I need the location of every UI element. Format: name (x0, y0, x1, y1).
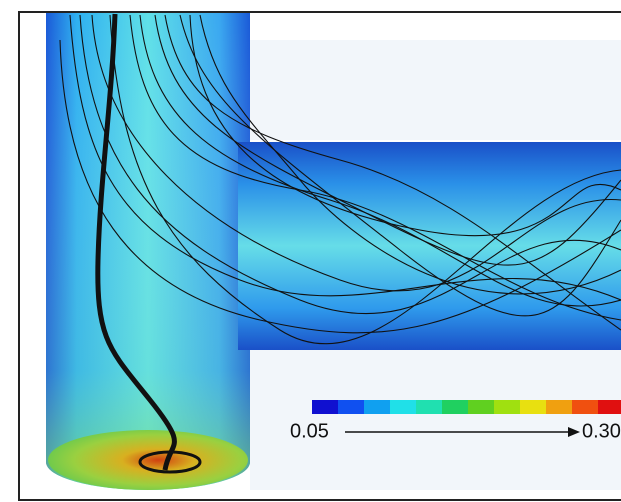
vortex-base (138, 450, 202, 474)
arrow-head (568, 427, 580, 437)
colorbar (312, 400, 621, 414)
streamlines (59, 13, 621, 474)
vortex-core (95, 13, 177, 471)
colorbar-max-label: 0.30 (582, 420, 621, 442)
vertical-pipe-shade (46, 13, 250, 490)
background-grid (250, 40, 621, 140)
pipe-bottom (48, 430, 248, 490)
horizontal-pipe (238, 142, 621, 350)
colorbar-min-label: 0.05 (290, 420, 329, 442)
background-grid (250, 350, 621, 490)
